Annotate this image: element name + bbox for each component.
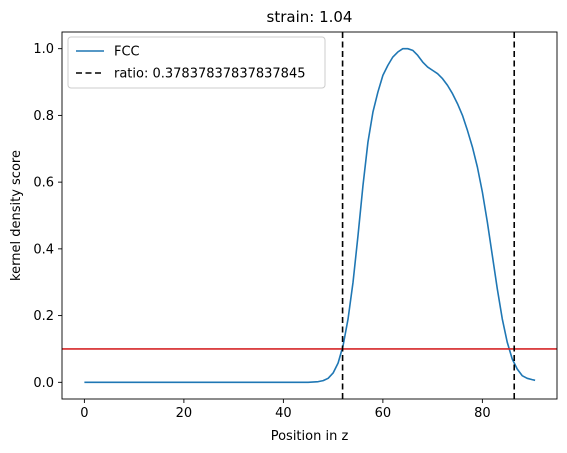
y-tick-label: 0.2 — [33, 309, 54, 324]
x-tick-label: 60 — [375, 406, 392, 421]
x-tick-label: 0 — [80, 406, 88, 421]
axis-ticks: 0 20 40 60 80 0.0 0.2 0.4 0.6 0.8 1.0 — [33, 42, 490, 421]
legend-box — [67, 36, 326, 89]
y-tick-label: 0.6 — [33, 176, 54, 191]
legend-label-1: FCC — [114, 45, 140, 60]
plot-content — [62, 32, 557, 399]
x-tick-label: 80 — [474, 406, 491, 421]
x-axis-label: Position in z — [271, 429, 349, 444]
y-tick-label: 0.8 — [33, 109, 54, 124]
y-tick-label: 0.0 — [33, 376, 54, 391]
y-tick-label: 1.0 — [33, 42, 54, 57]
chart-title: strain: 1.04 — [267, 8, 353, 26]
y-tick-label: 0.4 — [33, 242, 54, 257]
plot-frame — [61, 31, 558, 400]
x-tick-label: 20 — [176, 406, 193, 421]
legend-label-2: ratio: 0.37837837837837845 — [114, 67, 306, 82]
plot-area — [61, 31, 558, 400]
y-axis-label: kernel density score — [9, 150, 24, 281]
x-tick-label: 40 — [275, 406, 292, 421]
legend: FCC ratio: 0.37837837837837845 — [67, 36, 326, 89]
series-line-fcc — [84, 47, 536, 384]
